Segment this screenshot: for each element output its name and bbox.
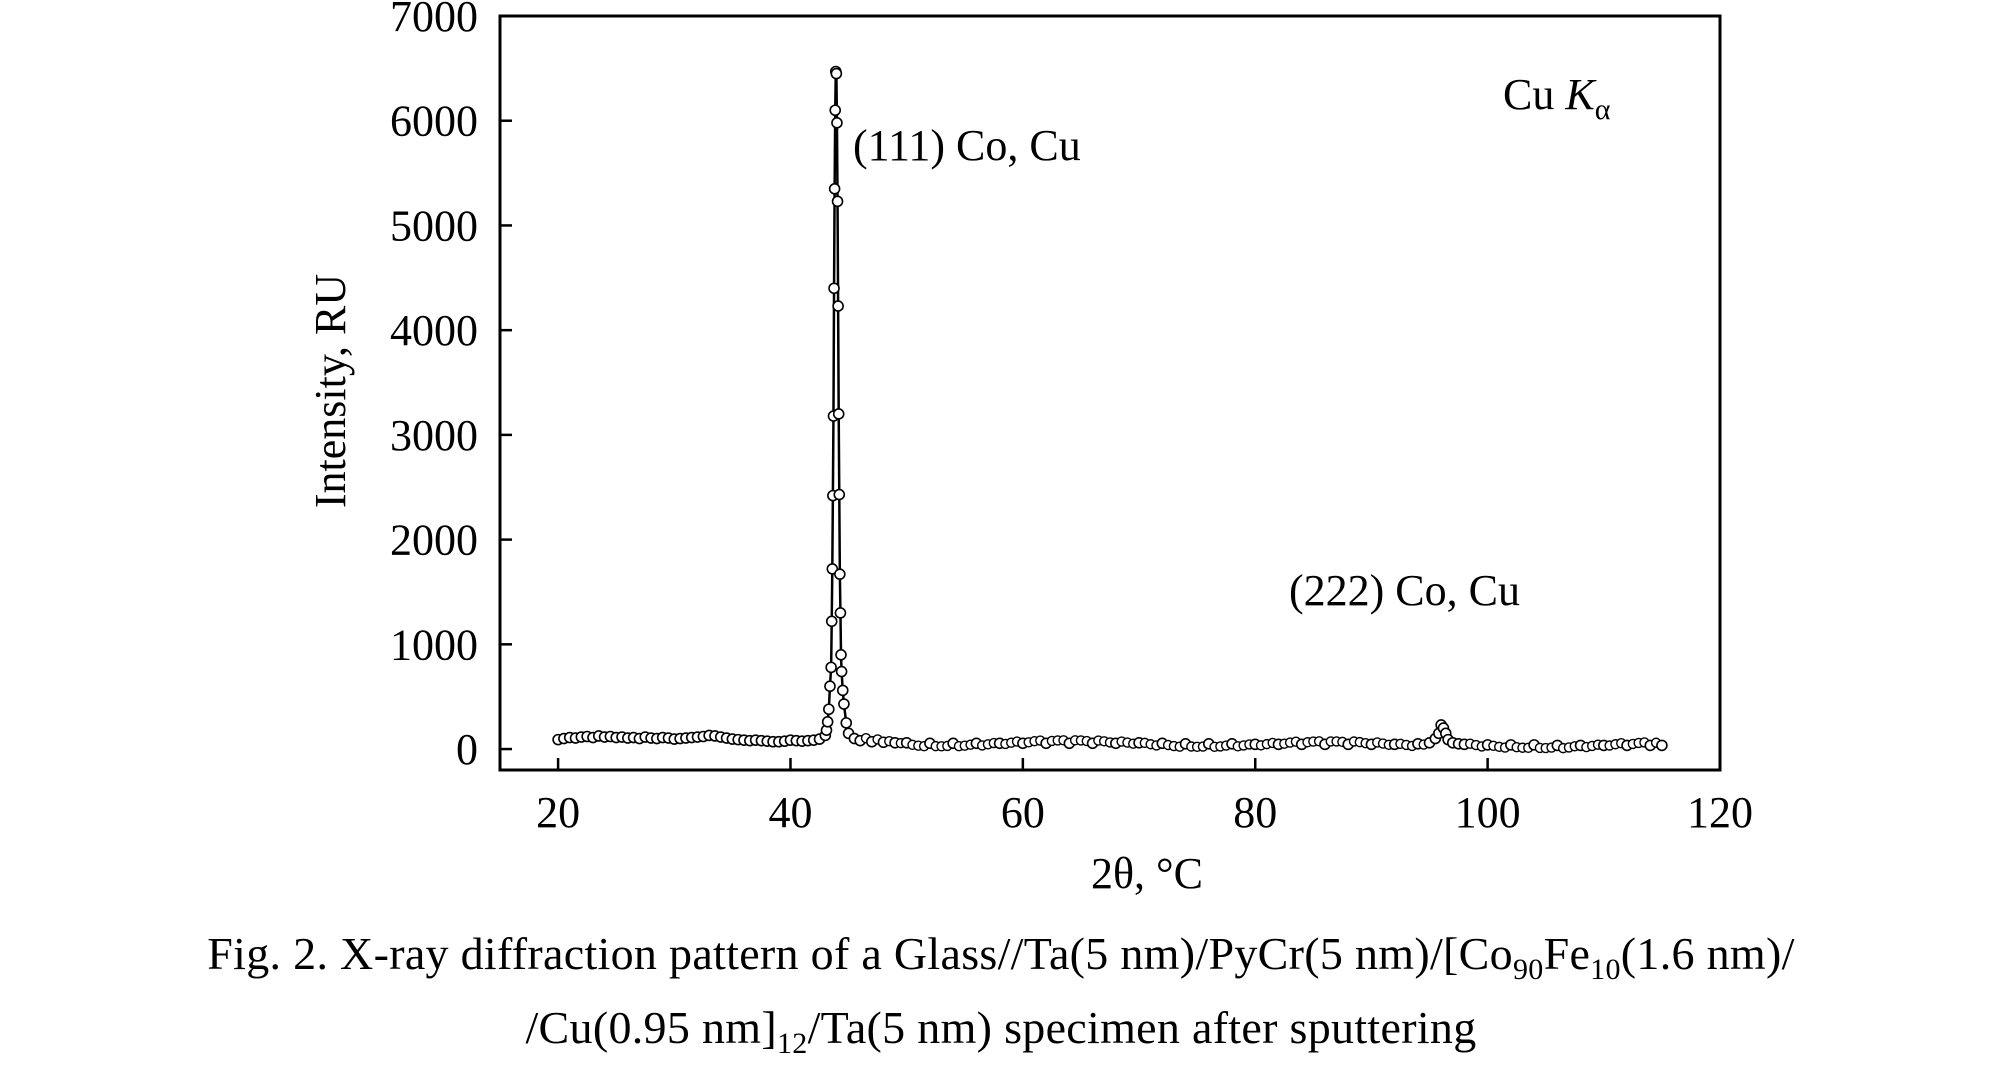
data-point [838, 698, 850, 710]
data-point [835, 649, 847, 661]
x-tick-label: 80 [1233, 788, 1277, 837]
y-tick-label: 0 [456, 725, 478, 774]
y-tick-label: 4000 [390, 306, 478, 355]
data-point [830, 67, 843, 80]
y-tick-label: 1000 [390, 620, 478, 669]
figure-caption: Fig. 2. X-ray diffraction pattern of a G… [0, 925, 2002, 1073]
x-tick-label: 40 [768, 788, 812, 837]
x-tick-label: 100 [1455, 788, 1521, 837]
data-point [831, 195, 844, 208]
x-tick-label: 120 [1687, 788, 1753, 837]
y-tick-label: 5000 [390, 201, 478, 250]
data-point [840, 717, 853, 729]
data-point [834, 607, 847, 619]
y-tick-label: 6000 [390, 97, 478, 146]
data-point [833, 488, 846, 501]
data-point [832, 300, 844, 312]
caption-line-2: /Cu(0.95 nm]12/Ta(5 nm) specimen after s… [525, 1002, 1477, 1061]
peak2-annotation: (222) Co, Cu [1289, 566, 1520, 615]
y-tick-label: 7000 [390, 0, 478, 41]
data-point [835, 665, 848, 678]
axes-group: 20 40 60 80 100 120 0 1000 2000 3000 4000 5000 6000 7… [390, 0, 1753, 837]
y-tick-label: 3000 [390, 411, 478, 460]
data-point [828, 182, 841, 195]
caption-line-1: Fig. 2. X-ray diffraction pattern of a G… [207, 928, 1795, 987]
data-point [836, 684, 849, 697]
radiation-annotation: Cu Kα [1503, 70, 1611, 126]
data-point [823, 703, 835, 716]
data-point [834, 568, 846, 580]
peak1-annotation: (111) Co, Cu [853, 121, 1081, 170]
data-point [828, 282, 840, 295]
plot-frame [498, 14, 1722, 772]
x-axis-label: 2θ, °C [1091, 849, 1203, 898]
data-point [825, 661, 837, 674]
data-point [824, 680, 836, 693]
y-axis-label: Intensity, RU [306, 274, 355, 508]
data-point [832, 408, 845, 420]
data-point [829, 104, 842, 117]
x-tick-label: 60 [1001, 788, 1045, 837]
data-point [1656, 739, 1668, 752]
data-point [831, 117, 843, 129]
xrd-chart: 20 40 60 80 100 120 0 1000 2000 3000 4000 5000 6000 7… [306, 0, 1753, 898]
x-tick-label: 20 [536, 788, 580, 837]
series-line [557, 71, 1662, 747]
data-series [552, 65, 1668, 754]
data-point [821, 716, 834, 728]
y-tick-label: 2000 [390, 516, 478, 565]
data-point [825, 615, 838, 628]
